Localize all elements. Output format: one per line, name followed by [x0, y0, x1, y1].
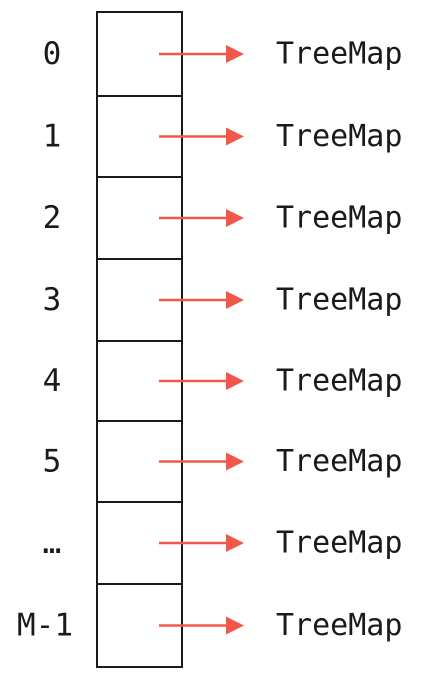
- pointer-arrows: [159, 45, 244, 635]
- treemap-label-5: TreeMap: [276, 444, 402, 479]
- arrow-head-0: [226, 45, 244, 63]
- arrow-head-3: [226, 291, 244, 309]
- treemap-label-0: TreeMap: [276, 37, 402, 72]
- index-label-1: 1: [43, 119, 62, 155]
- arrow-head-6: [226, 534, 244, 552]
- arrow-head-2: [226, 209, 244, 227]
- index-label-2: 2: [43, 200, 62, 236]
- index-label-3: 3: [43, 282, 62, 318]
- arrow-head-5: [226, 452, 244, 471]
- treemap-label-1: TreeMap: [276, 119, 402, 154]
- index-label-4: 4: [43, 363, 62, 399]
- treemap-label-4: TreeMap: [276, 364, 402, 399]
- index-label-0: 0: [43, 36, 62, 72]
- index-label-7: M-1: [17, 608, 73, 644]
- labels: 0 TreeMap 1 TreeMap 2 TreeMap 3 TreeMap 4 TreeMap…: [17, 36, 402, 644]
- index-label-6: …: [43, 525, 62, 561]
- treemap-label-3: TreeMap: [276, 283, 402, 318]
- index-label-5: 5: [43, 444, 62, 480]
- array-cells: [96, 11, 183, 668]
- treemap-label-2: TreeMap: [276, 201, 402, 236]
- treemap-label-6: TreeMap: [276, 526, 402, 561]
- arrow-head-7: [226, 616, 244, 635]
- arrow-head-1: [226, 127, 244, 146]
- arrow-head-4: [226, 372, 244, 390]
- treemap-label-7: TreeMap: [276, 608, 402, 643]
